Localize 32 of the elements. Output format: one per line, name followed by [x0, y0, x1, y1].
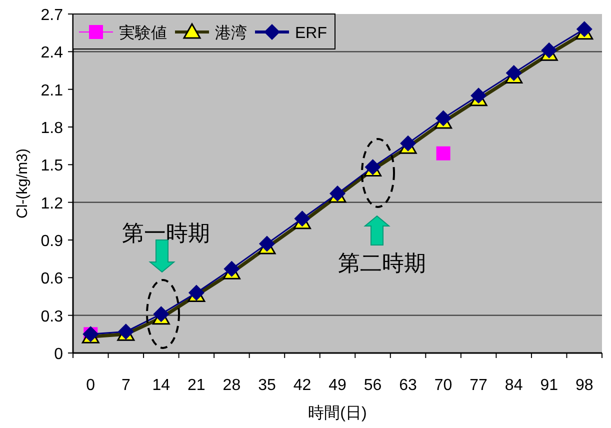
- x-tick-label: 14: [152, 377, 170, 394]
- y-tick-label: 1.8: [40, 120, 64, 137]
- x-tick-label: 56: [364, 377, 382, 394]
- legend-label: 実験値: [119, 24, 167, 42]
- x-tick-label: 91: [540, 377, 558, 394]
- y-tick-label: 1.2: [40, 195, 64, 212]
- x-tick-label: 42: [293, 377, 312, 394]
- legend-label: 港湾: [215, 24, 247, 42]
- y-tick-label: 0.3: [40, 308, 64, 326]
- x-tick-label: 35: [258, 377, 276, 394]
- annotation: 第一時期: [122, 220, 210, 246]
- x-axis-title: 時間(日): [308, 404, 367, 422]
- y-tick-label: 2.1: [40, 82, 64, 100]
- x-tick-label: 21: [188, 377, 206, 394]
- y-tick-label: 2.7: [40, 7, 64, 24]
- x-tick-label: 70: [434, 377, 452, 394]
- y-tick-label: 2.4: [40, 44, 64, 62]
- x-tick-label: 98: [575, 377, 594, 394]
- x-tick-label: 49: [328, 377, 346, 394]
- x-tick-label: 7: [121, 377, 130, 394]
- y-tick-label: 0: [54, 346, 64, 363]
- x-tick-label: 0: [86, 377, 96, 394]
- x-tick-label: 84: [504, 377, 523, 394]
- y-tick-label: 1.5: [40, 158, 64, 175]
- x-tick-label: 63: [399, 377, 418, 394]
- x-tick-label: 77: [470, 377, 488, 394]
- annotation: 第二時期: [338, 250, 426, 276]
- legend-label: ERF: [295, 25, 328, 42]
- y-tick-label: 0.9: [40, 233, 64, 250]
- y-axis-title: Cl-(kg/m3): [14, 148, 31, 218]
- y-tick-label: 0.6: [40, 270, 64, 288]
- x-tick-label: 28: [222, 377, 241, 394]
